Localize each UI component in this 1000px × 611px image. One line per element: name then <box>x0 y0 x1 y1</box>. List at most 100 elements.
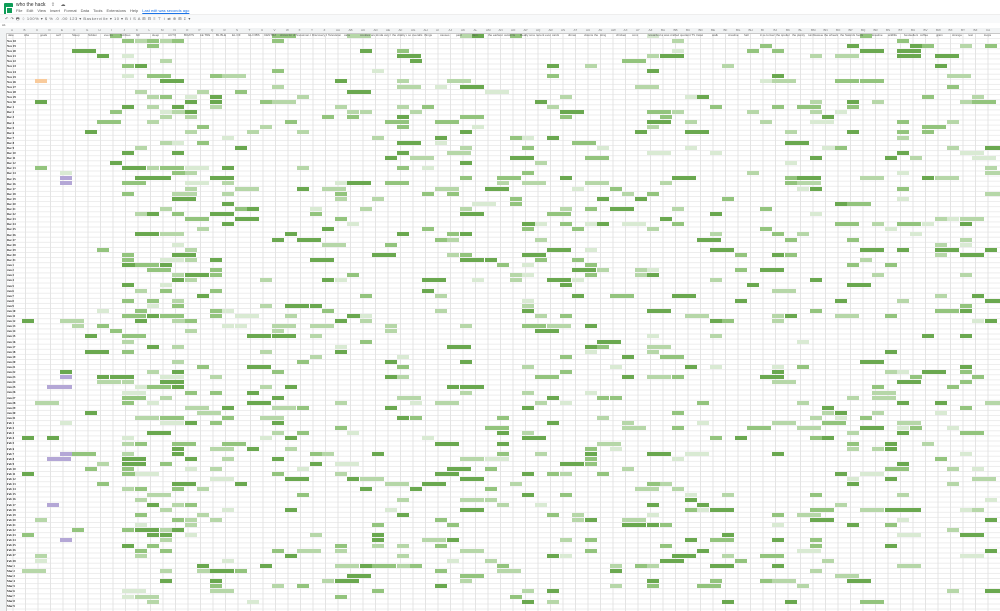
filled-cell[interactable] <box>847 523 859 528</box>
column-header[interactable]: AA <box>336 28 341 32</box>
filled-cell[interactable] <box>147 94 159 99</box>
filled-cell[interactable] <box>172 319 196 324</box>
filled-cell[interactable] <box>334 319 347 324</box>
column-header[interactable]: AO <box>511 28 516 32</box>
filled-cell[interactable] <box>397 354 409 359</box>
filled-cell[interactable] <box>784 252 797 257</box>
filled-cell[interactable] <box>134 512 147 517</box>
date-cell[interactable]: Jan 17 <box>7 344 16 349</box>
filled-cell[interactable] <box>647 308 671 313</box>
filled-cell[interactable] <box>922 441 934 446</box>
filled-cell[interactable] <box>147 268 171 273</box>
filled-cell[interactable] <box>172 518 184 522</box>
filled-cell[interactable] <box>334 594 347 599</box>
filled-cell[interactable] <box>122 395 146 400</box>
column-header[interactable]: AI <box>436 28 439 32</box>
column-header[interactable]: Q <box>211 28 214 32</box>
filled-cell[interactable] <box>384 482 409 487</box>
column-header[interactable]: T <box>248 28 251 32</box>
filled-cell[interactable] <box>359 206 372 211</box>
filled-cell[interactable] <box>859 176 884 181</box>
filled-cell[interactable] <box>134 497 147 502</box>
filled-cell[interactable] <box>797 176 821 181</box>
filled-cell[interactable] <box>272 584 284 589</box>
filled-cell[interactable] <box>809 308 822 313</box>
filled-cell[interactable] <box>709 507 734 512</box>
filled-cell[interactable] <box>334 461 359 466</box>
date-cell[interactable]: Feb 20 <box>7 517 16 522</box>
filled-cell[interactable] <box>659 217 672 222</box>
column-header[interactable]: S <box>236 28 239 32</box>
filled-cell[interactable] <box>684 365 697 369</box>
filled-cell[interactable] <box>909 375 922 380</box>
filled-cell[interactable] <box>397 53 421 58</box>
column-header[interactable]: AY <box>636 28 640 32</box>
filled-cell[interactable] <box>772 232 784 237</box>
filled-cell[interactable] <box>672 426 684 431</box>
filled-cell[interactable] <box>134 319 147 324</box>
filled-cell[interactable] <box>459 477 472 482</box>
filled-cell[interactable] <box>872 273 884 278</box>
date-cell[interactable]: Dec 27 <box>7 237 16 242</box>
date-cell[interactable]: Nov 25 <box>7 74 16 79</box>
filled-cell[interactable] <box>459 206 472 211</box>
filled-cell[interactable] <box>884 477 897 482</box>
filled-cell[interactable] <box>397 166 409 171</box>
filled-cell[interactable] <box>772 523 784 528</box>
filled-cell[interactable] <box>159 38 172 43</box>
column-header[interactable]: BV <box>923 28 928 32</box>
filled-cell[interactable] <box>434 308 447 313</box>
menu-item-0[interactable]: File <box>16 8 23 13</box>
filled-cell[interactable] <box>672 110 684 114</box>
date-cell[interactable]: Dec 22 <box>7 212 16 217</box>
filled-cell[interactable] <box>447 232 459 237</box>
date-cell[interactable]: Mar 6 <box>7 589 15 594</box>
filled-cell[interactable] <box>897 38 909 43</box>
column-header[interactable]: AE <box>386 28 391 32</box>
filled-cell[interactable] <box>497 441 509 446</box>
column-header[interactable]: AK <box>461 28 466 32</box>
filled-cell[interactable] <box>122 528 134 533</box>
filled-cell[interactable] <box>134 232 159 237</box>
filled-cell[interactable] <box>797 400 809 405</box>
date-cell[interactable]: Jan 28 <box>7 400 16 405</box>
filled-cell[interactable] <box>834 502 847 507</box>
filled-cell[interactable] <box>597 395 609 400</box>
filled-cell[interactable] <box>34 99 47 104</box>
filled-cell[interactable] <box>847 431 859 436</box>
filled-cell[interactable] <box>259 125 272 130</box>
filled-cell[interactable] <box>272 38 284 43</box>
filled-cell[interactable] <box>609 446 622 451</box>
filled-cell[interactable] <box>497 451 509 456</box>
filled-cell[interactable] <box>134 176 147 181</box>
filled-cell[interactable] <box>897 298 909 303</box>
filled-cell[interactable] <box>122 487 134 492</box>
filled-cell[interactable] <box>722 64 734 69</box>
filled-cell[interactable] <box>809 110 822 114</box>
filled-cell[interactable] <box>547 421 559 426</box>
filled-cell[interactable] <box>59 421 72 426</box>
filled-cell[interactable] <box>322 186 346 191</box>
filled-cell[interactable] <box>209 268 222 273</box>
filled-cell[interactable] <box>284 553 297 558</box>
filled-cell[interactable] <box>684 145 697 150</box>
filled-cell[interactable] <box>284 477 309 482</box>
filled-cell[interactable] <box>509 278 522 283</box>
filled-cell[interactable] <box>897 518 909 522</box>
filled-cell[interactable] <box>447 79 471 84</box>
filled-cell[interactable] <box>772 319 784 324</box>
filled-cell[interactable] <box>934 252 947 257</box>
filled-cell[interactable] <box>434 120 447 125</box>
filled-cell[interactable] <box>559 553 572 558</box>
date-cell[interactable]: Nov 29 <box>7 95 16 100</box>
filled-cell[interactable] <box>372 533 384 538</box>
filled-cell[interactable] <box>134 441 147 446</box>
filled-cell[interactable] <box>322 242 346 247</box>
filled-cell[interactable] <box>347 110 359 114</box>
filled-cell[interactable] <box>522 222 546 227</box>
column-header[interactable]: BC <box>686 28 691 32</box>
filled-cell[interactable] <box>847 130 859 135</box>
filled-cell[interactable] <box>647 120 671 125</box>
filled-cell[interactable] <box>709 232 722 237</box>
filled-cell[interactable] <box>109 329 122 334</box>
